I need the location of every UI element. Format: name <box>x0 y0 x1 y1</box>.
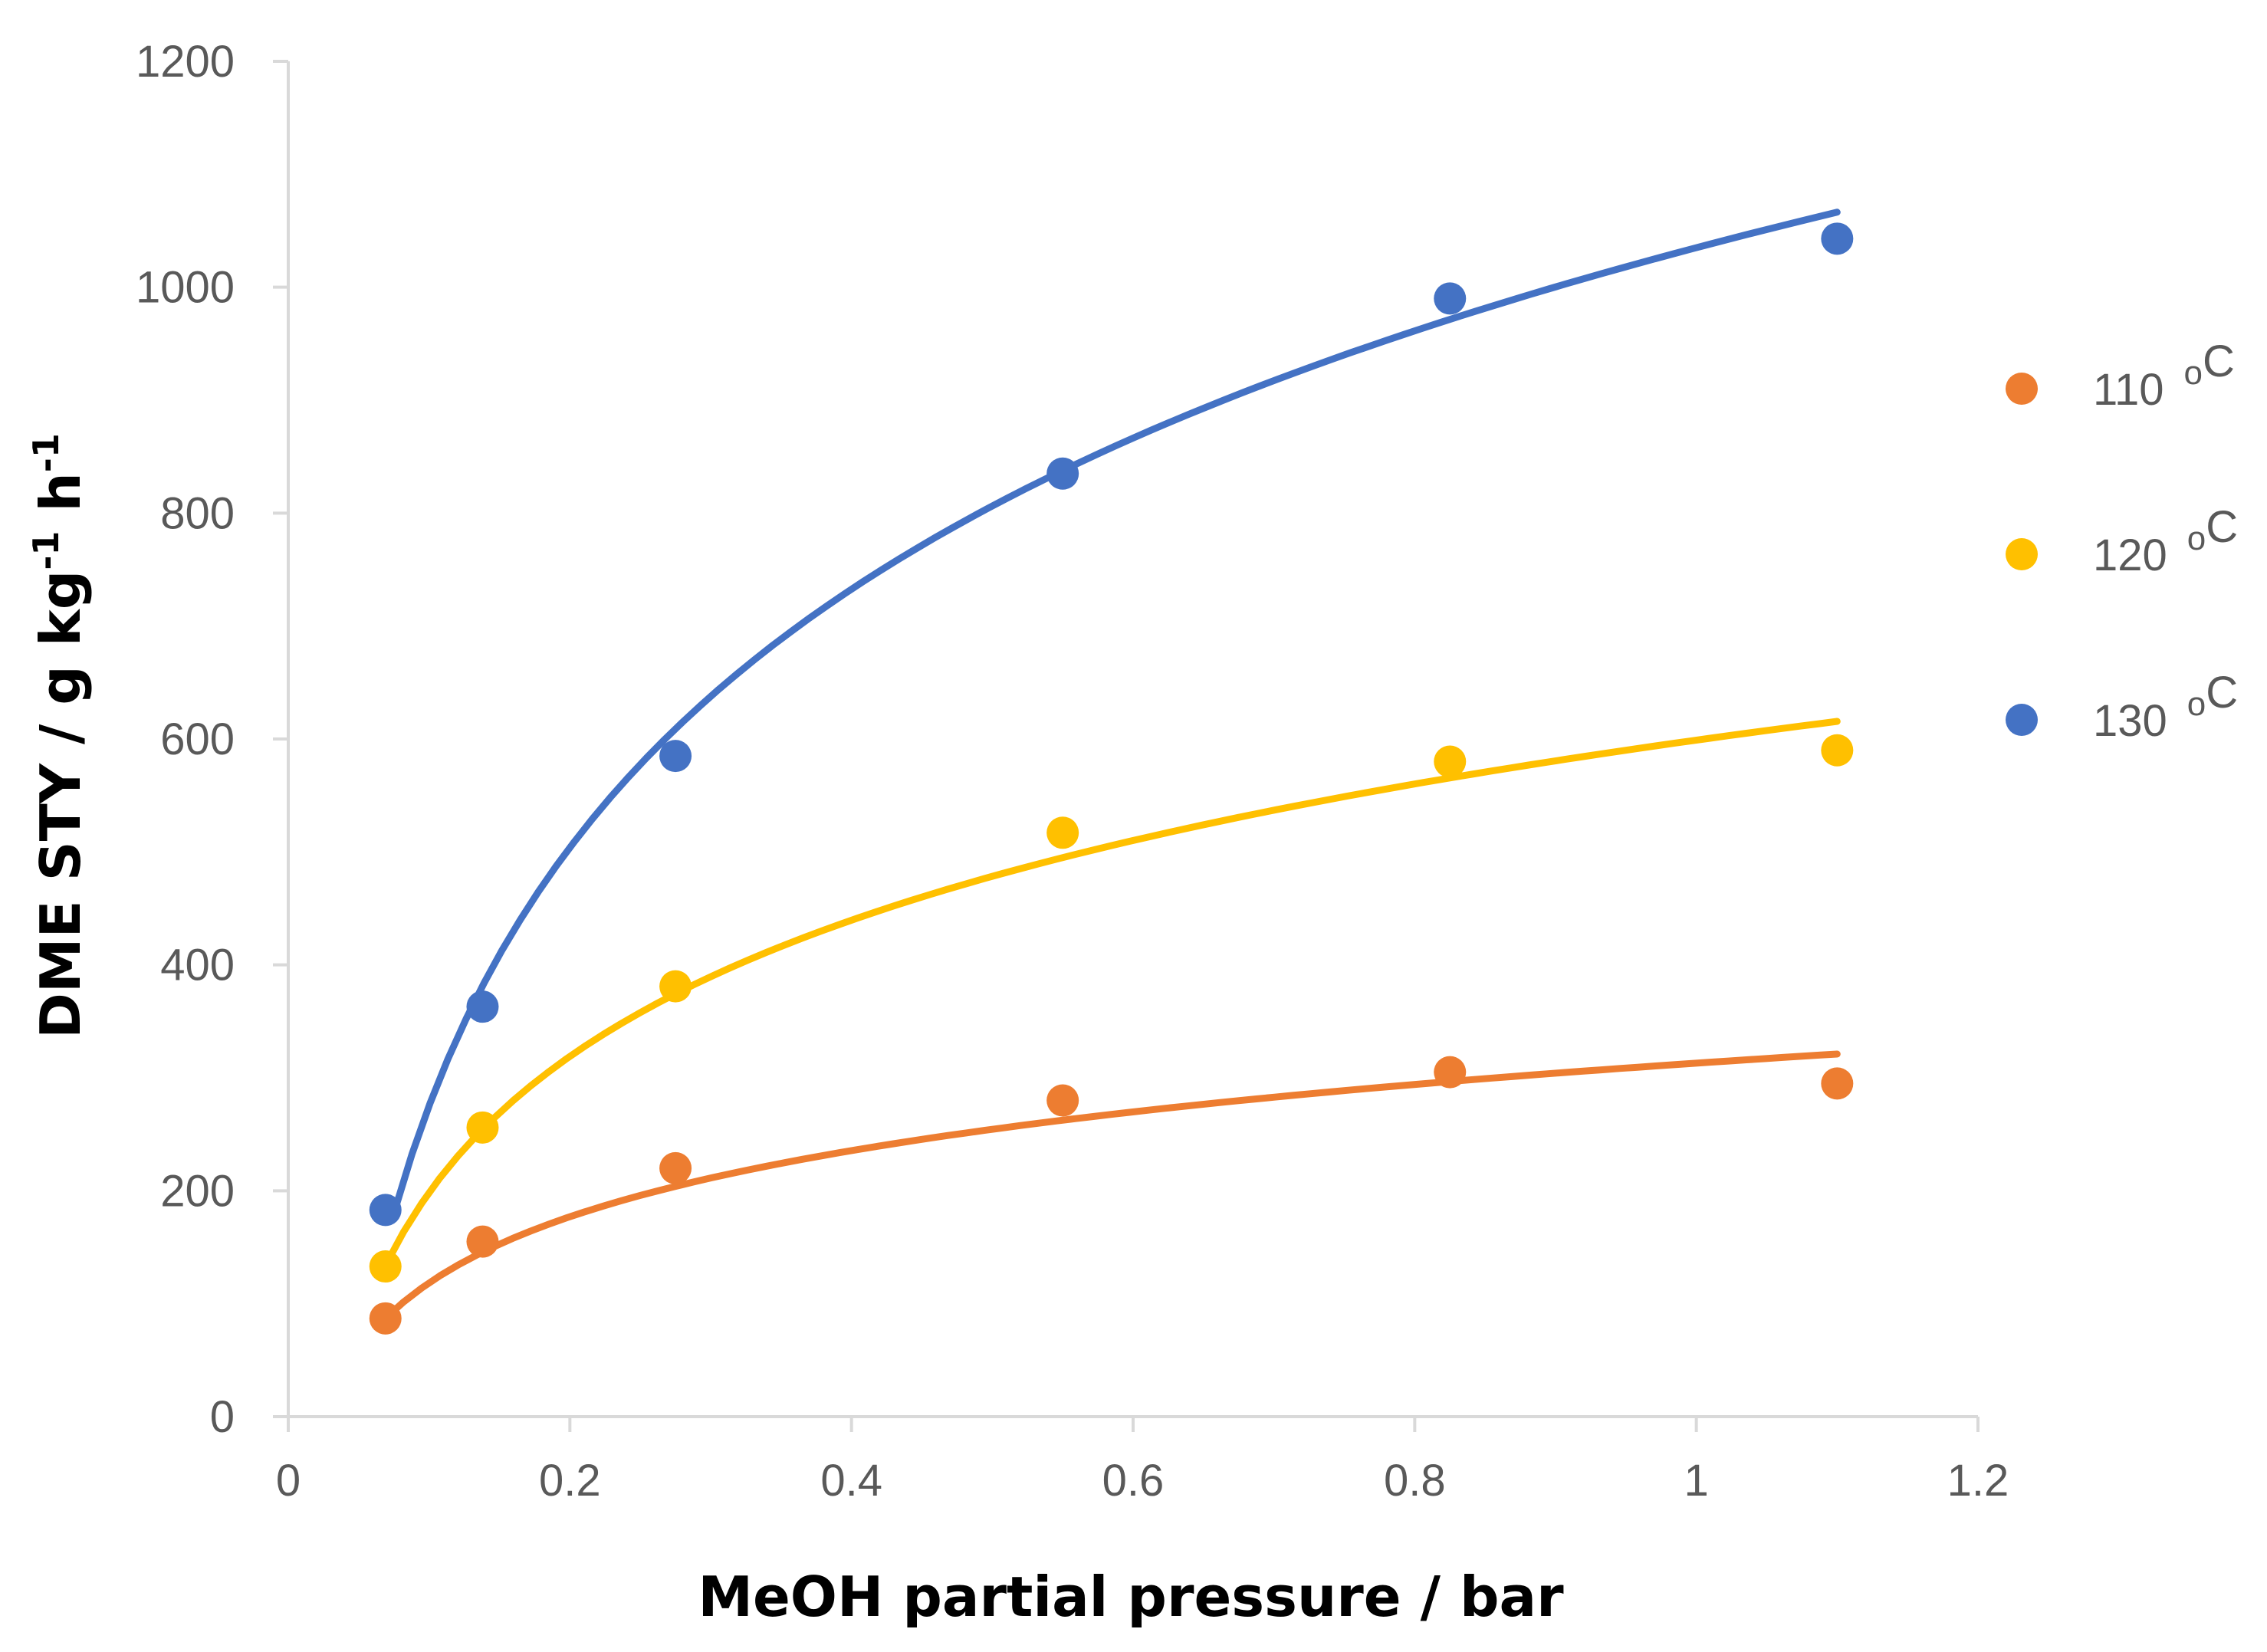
y-axis-title-sup-1: -1 <box>25 531 67 570</box>
trendlines <box>382 209 1841 1322</box>
data-point-130 <box>369 1194 402 1227</box>
legend-label-unit: C <box>2206 668 2238 718</box>
y-axis-title: DME STY / g kg-1 h-1 <box>25 433 93 1039</box>
data-point-120 <box>466 1111 499 1144</box>
y-tick-label: 600 <box>160 714 235 764</box>
y-tick-label: 1000 <box>136 263 235 313</box>
data-point-110 <box>1821 1067 1854 1100</box>
legend-item-110: 110 oC <box>2006 337 2235 415</box>
trendline-120 <box>382 718 1841 1269</box>
data-point-110 <box>369 1302 402 1335</box>
legend-marker <box>2006 373 2038 405</box>
legend-label: 110 oC <box>2093 337 2235 415</box>
y-ticks: 0 200 400 600 800 1000 1200 <box>136 37 288 1442</box>
data-point-130 <box>466 990 499 1023</box>
y-tick-label: 800 <box>160 488 235 538</box>
legend-marker <box>2006 704 2038 736</box>
x-tick-label: 0.6 <box>1102 1456 1165 1506</box>
x-tick-label: 0.2 <box>539 1456 601 1506</box>
axes: 0 0.2 0.4 0.6 0.8 1 1.2 0 200 400 600 800 1000 1200 <box>136 37 2009 1506</box>
data-point-130 <box>1434 282 1467 315</box>
x-tick-label: 0 <box>276 1456 301 1506</box>
legend-item-130: 130 oC <box>2006 668 2238 746</box>
y-axis-title-main: DME STY / g kg <box>28 570 93 1039</box>
data-point-120 <box>1434 745 1467 778</box>
data-point-130 <box>659 740 692 773</box>
data-point-110 <box>1046 1084 1079 1117</box>
y-tick-label: 400 <box>160 941 235 990</box>
data-point-110 <box>466 1225 499 1258</box>
legend-label-degree: o <box>2187 685 2206 723</box>
legend-label: 120 oC <box>2093 502 2238 580</box>
legend-marker <box>2006 538 2038 570</box>
x-tick-label: 0.8 <box>1384 1456 1446 1506</box>
data-point-130 <box>1821 222 1854 255</box>
legend-label-value: 120 <box>2093 530 2167 580</box>
data-point-110 <box>1434 1056 1467 1089</box>
legend-label-unit: C <box>2206 502 2238 552</box>
trendline-130 <box>390 209 1841 1217</box>
data-point-130 <box>1046 457 1079 490</box>
legend-label-value: 130 <box>2093 696 2167 746</box>
legend-item-120: 120 oC <box>2006 502 2238 580</box>
legend-label-value: 110 <box>2093 365 2164 415</box>
x-tick-label: 1.2 <box>1947 1456 2009 1506</box>
legend-label: 130 oC <box>2093 668 2238 746</box>
data-point-120 <box>369 1250 402 1283</box>
trendline-110 <box>382 1050 1841 1322</box>
data-point-120 <box>1046 816 1079 849</box>
data-point-110 <box>659 1151 692 1184</box>
x-axis-title: MeOH partial pressure / bar <box>698 1565 1564 1629</box>
y-axis-title-sup-2: -1 <box>25 433 67 472</box>
legend-label-degree: o <box>2187 520 2206 557</box>
y-tick-label: 0 <box>210 1392 235 1442</box>
data-point-120 <box>1821 734 1854 767</box>
data-point-120 <box>659 970 692 1003</box>
legend-label-unit: C <box>2203 337 2235 386</box>
y-axis-title-h: h <box>28 472 93 530</box>
legend-label-degree: o <box>2183 354 2202 392</box>
x-tick-label: 1 <box>1684 1456 1709 1506</box>
y-tick-label: 1200 <box>136 37 235 87</box>
x-tick-label: 0.4 <box>820 1456 882 1506</box>
data-points <box>369 222 1854 1335</box>
x-ticks: 0 0.2 0.4 0.6 0.8 1 1.2 <box>276 1417 2009 1506</box>
y-tick-label: 200 <box>160 1166 235 1216</box>
